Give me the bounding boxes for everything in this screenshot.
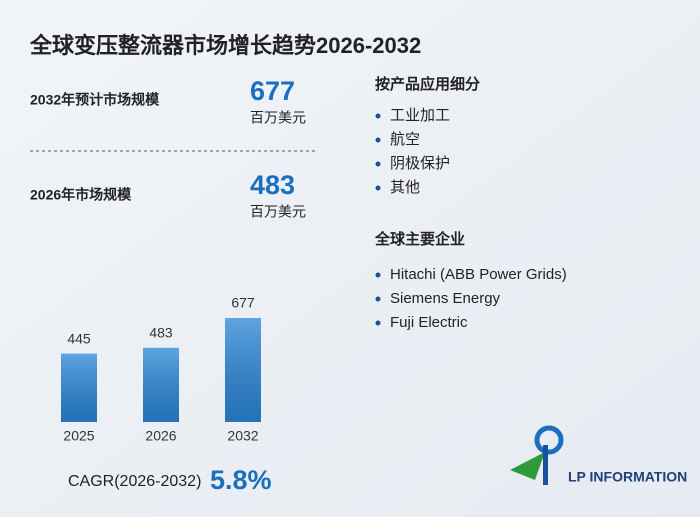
logo-text: LP INFORMATION [568,469,687,485]
list-item: Fuji Electric [390,314,468,331]
bullet [375,320,381,326]
value-label: 677 [231,295,255,311]
x-tick-label: 2032 [227,428,258,444]
bullet [375,272,381,278]
title: 全球变压整流器市场增长趋势2026-2032 [29,33,421,58]
cagr-label: CAGR(2026-2032) [68,473,201,490]
cagr-value: 5.8% [210,465,272,495]
bar-shade [225,318,261,422]
stat-label: 2032年预计市场规模 [30,92,160,108]
value-label: 483 [149,325,173,341]
logo-icon [543,445,548,485]
stat-value: 677 [250,76,295,106]
stat-value: 483 [250,170,295,200]
bar-shade [143,347,179,422]
companies-title: 全球主要企业 [374,230,465,248]
logo-icon [510,452,545,480]
bullet [375,161,381,167]
list-item: Siemens Energy [390,290,501,307]
stat-label: 2026年市场规模 [30,187,132,203]
bullet [375,185,381,191]
bullet [375,113,381,119]
bullet [375,296,381,302]
list-item: 其他 [390,179,420,196]
segments-title: 按产品应用细分 [375,75,480,93]
list-item: 航空 [390,131,420,148]
stat-unit: 百万美元 [250,110,306,126]
value-label: 445 [67,330,91,346]
stat-unit: 百万美元 [250,204,306,220]
list-item: 工业加工 [390,107,450,124]
x-tick-label: 2026 [145,428,176,444]
bar-shade [61,353,97,422]
bullet [375,137,381,143]
x-tick-label: 2025 [63,428,94,444]
list-item: Hitachi (ABB Power Grids) [390,266,567,283]
logo-icon [534,425,564,455]
list-item: 阴极保护 [390,155,450,172]
logo: LP INFORMATION [510,425,687,485]
